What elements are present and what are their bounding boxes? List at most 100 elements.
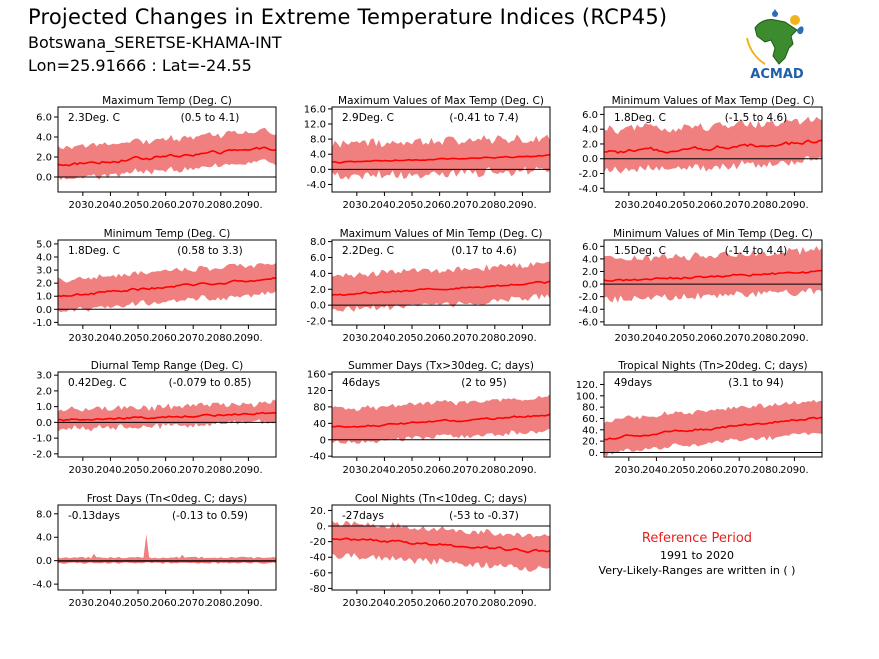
y-tick-label: 60. (582, 414, 598, 425)
x-tick-label: 2070. (453, 598, 482, 609)
plot-frame (603, 239, 823, 326)
x-tick-label: 2090. (508, 465, 537, 476)
x-tick-label: 2050. (670, 465, 699, 476)
x-tick-label: 2050. (398, 598, 427, 609)
y-tick-label: 160 (307, 370, 326, 381)
likely-range-band (58, 534, 276, 564)
x-tick-label: 2090. (780, 200, 809, 211)
x-tick-label: 2080. (206, 200, 235, 211)
likely-range-band (332, 520, 550, 572)
change-value-label: 2.2Deg. C (342, 245, 394, 257)
x-tick-label: 2050. (124, 333, 153, 344)
likely-range-label: (0.17 to 4.6) (451, 245, 517, 257)
likely-range-band (58, 399, 276, 432)
y-tick-label: 5.0 (36, 239, 52, 250)
chart-title: Maximum Values of Max Temp (Deg. C) (338, 95, 544, 107)
chart-title: Tropical Nights (Tn>20deg. C; days) (617, 360, 807, 372)
y-tick-label: -2.0 (578, 169, 598, 180)
x-tick-label: 2090. (508, 598, 537, 609)
y-tick-label: 2.0 (582, 139, 598, 150)
x-tick-label: 2080. (752, 333, 781, 344)
plot-frame (331, 371, 551, 458)
y-tick-label: 8.0 (310, 237, 326, 248)
x-tick-label: 2090. (234, 465, 263, 476)
chart-panel-7: -2.0 -1.0 0.0 1.0 2.0 3.0 2030.2040.2050.2060.… (32, 360, 277, 476)
y-tick-label: 0.0 (582, 154, 598, 165)
change-value-label: 1.5Deg. C (614, 245, 666, 257)
chart-title: Summer Days (Tx>30deg. C; days) (348, 360, 534, 372)
y-tick-label: -1.0 (32, 318, 52, 329)
y-tick-label: 3.0 (36, 371, 52, 382)
x-tick-label: 2070. (179, 465, 208, 476)
x-tick-label: 2050. (124, 465, 153, 476)
x-tick-label: 2090. (234, 598, 263, 609)
y-tick-label: 2.0 (582, 267, 598, 278)
x-tick-label: 2030. (343, 333, 372, 344)
x-tick-label: 2070. (725, 465, 754, 476)
change-value-label: -27days (342, 510, 384, 522)
likely-range-label: (-0.13 to 0.59) (172, 510, 248, 522)
x-tick-label: 2070. (179, 333, 208, 344)
x-tick-label: 2090. (508, 200, 537, 211)
plot-frame (331, 239, 551, 326)
x-tick-label: 2070. (179, 200, 208, 211)
y-tick-label: 8.0 (310, 135, 326, 146)
y-tick-label: -2.0 (32, 449, 52, 460)
y-tick-label: -4.0 (306, 180, 326, 191)
x-tick-label: 2040. (370, 465, 399, 476)
y-tick-label: 4.0 (310, 150, 326, 161)
plot-frame (331, 504, 551, 591)
median-line (604, 139, 822, 154)
africa-map-logo-icon: ACMAD (746, 9, 804, 82)
x-tick-label: 2080. (752, 465, 781, 476)
median-line (332, 537, 550, 554)
likely-range-band (332, 134, 550, 180)
chart-title: Minimum Values of Min Temp (Deg. C) (613, 228, 813, 240)
plot-frame (331, 106, 551, 193)
x-tick-label: 2040. (642, 465, 671, 476)
x-tick-label: 2070. (453, 333, 482, 344)
y-tick-label: -2.0 (578, 292, 598, 303)
likely-range-label: (3.1 to 94) (728, 377, 783, 389)
change-value-label: 46days (342, 377, 380, 389)
x-tick-label: 2090. (234, 200, 263, 211)
chart-panel-8: -40040801201602030.2040.2050.2060.2070.2… (307, 360, 551, 476)
y-tick-label: 6.0 (582, 242, 598, 253)
x-tick-label: 2080. (480, 598, 509, 609)
x-tick-label: 2090. (508, 333, 537, 344)
chart-title: Cool Nights (Tn<10deg. C; days) (355, 493, 527, 505)
y-tick-label: -20 (310, 537, 326, 548)
reference-years: 1991 to 2020 (659, 549, 735, 562)
station-name: Botswana_SERETSE-KHAMA-INT (28, 33, 282, 52)
plot-frame (57, 371, 277, 458)
acmad-logo: ACMAD (735, 8, 819, 84)
y-tick-label: 0.0 (310, 165, 326, 176)
y-tick-label: 4.0 (36, 253, 52, 264)
y-tick-label: 1.0 (36, 292, 52, 303)
y-tick-label: 0.0 (310, 301, 326, 312)
median-line (58, 411, 276, 422)
x-tick-label: 2050. (124, 200, 153, 211)
y-tick-label: 80. (582, 403, 598, 414)
likely-range-label: (2 to 95) (461, 377, 506, 389)
y-tick-label: 20. (582, 437, 598, 448)
y-tick-label: 0.0 (36, 305, 52, 316)
y-tick-label: -6.0 (578, 317, 598, 328)
y-tick-label: -1.0 (32, 434, 52, 445)
y-tick-label: 4.0 (582, 254, 598, 265)
x-tick-label: 2060. (151, 333, 180, 344)
median-line (332, 280, 550, 297)
chart-title: Maximum Temp (Deg. C) (102, 95, 232, 107)
plot-frame (57, 106, 277, 193)
x-tick-label: 2070. (453, 200, 482, 211)
y-tick-label: 4.0 (310, 269, 326, 280)
x-tick-label: 2070. (453, 465, 482, 476)
x-tick-label: 2040. (642, 200, 671, 211)
x-tick-label: 2030. (615, 465, 644, 476)
y-tick-label: 6.0 (36, 113, 52, 124)
x-tick-label: 2060. (151, 598, 180, 609)
change-value-label: 0.42Deg. C (68, 377, 127, 389)
x-tick-label: 2030. (69, 465, 98, 476)
y-tick-label: 2.0 (36, 153, 52, 164)
reference-box: Reference Period 1991 to 2020 Very-Likel… (582, 531, 812, 577)
